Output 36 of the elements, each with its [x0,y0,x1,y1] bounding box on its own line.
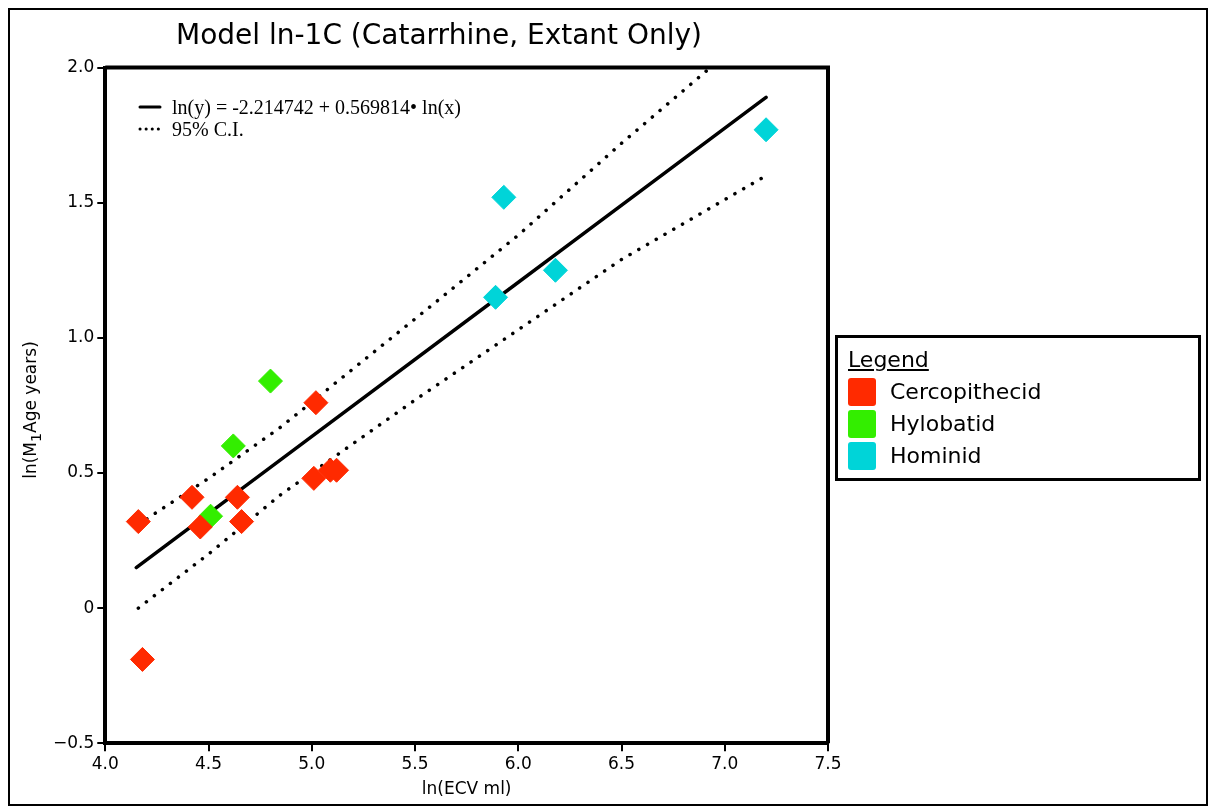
point [542,257,568,283]
x-tick-label: 4.0 [91,752,119,773]
point [179,484,205,510]
legend-label: ln(y) = -2.214742 + 0.569814• ln(x) [172,96,461,118]
legend-label: Hominid [890,442,982,470]
x-tick-label: 7.0 [711,752,739,773]
point [224,484,250,510]
y-tick-label: 1.5 [67,191,95,212]
legend-label: 95% C.I. [172,118,244,140]
y-tick-label: 0 [83,596,95,617]
x-axis-title: ln(ECV ml) [421,778,512,799]
point [483,284,509,310]
y-tick-label: 2.0 [67,56,95,77]
x-tick-label: 6.5 [607,752,636,773]
point [129,646,155,672]
x-tick-label: 5.5 [401,752,429,773]
point [301,465,327,491]
x-tick-label: 7.5 [814,752,842,773]
point [753,117,779,143]
point [257,368,283,394]
point [229,509,255,535]
point [187,514,213,540]
y-tick-label: −0.5 [53,731,95,752]
point [125,509,151,535]
y-tick-label: 1.0 [67,326,95,347]
y-tick-label: 0.5 [67,461,95,482]
point [491,184,517,210]
point [220,433,246,459]
legend-label: Cercopithecid [890,378,1042,406]
legend-label: Hylobatid [890,410,996,438]
point [303,390,329,416]
chart-title: Model ln-1C (Catarrhine, Extant Only) [175,18,703,52]
x-tick-label: 5.0 [298,752,326,773]
x-tick-label: 6.0 [504,752,532,773]
x-tick-label: 4.5 [195,752,223,773]
legend-title: Legend [848,346,930,374]
